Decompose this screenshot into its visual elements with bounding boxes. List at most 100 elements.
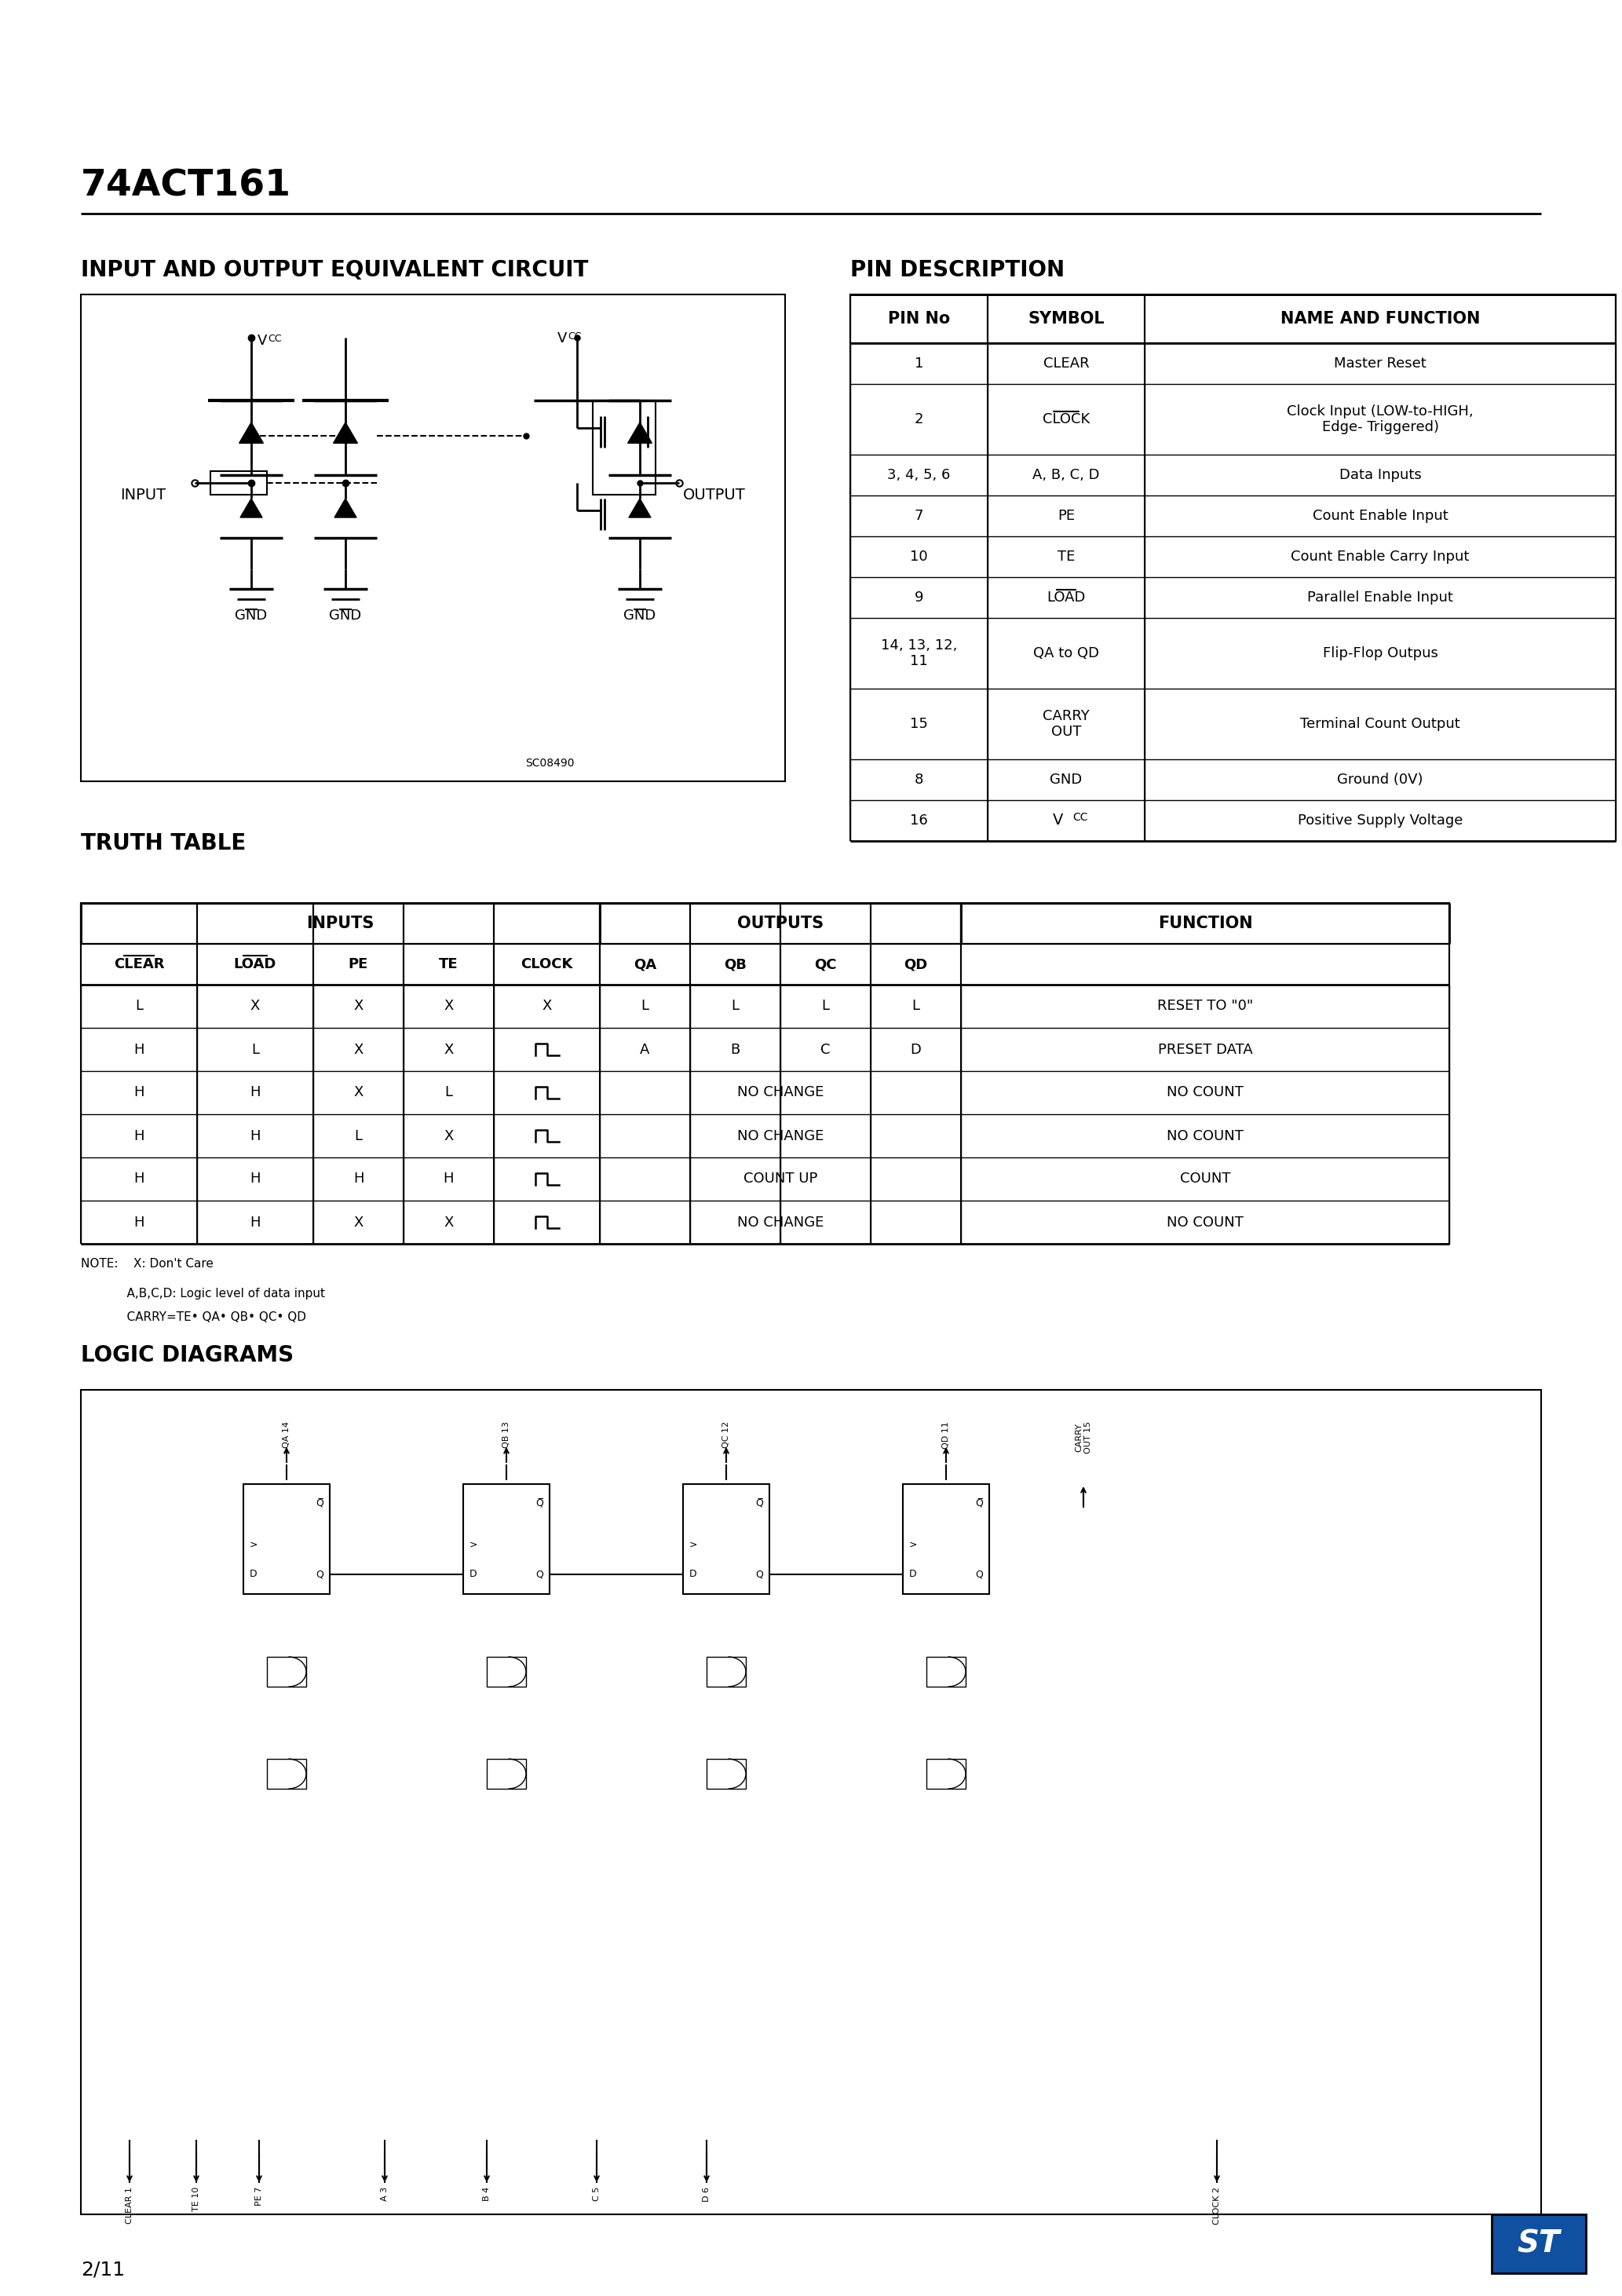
Text: L: L [444, 1086, 453, 1100]
Text: QD: QD [903, 957, 928, 971]
Text: PE 7: PE 7 [255, 2186, 263, 2206]
Text: D: D [689, 1568, 697, 1580]
Text: X: X [354, 999, 363, 1013]
Bar [707, 1759, 746, 1789]
Text: 8: 8 [915, 774, 923, 788]
Text: H: H [250, 1215, 261, 1228]
Text: ST: ST [1518, 2229, 1560, 2259]
Text: Q̅: Q̅ [535, 1499, 543, 1508]
Text: >: > [250, 1538, 258, 1550]
Text: CARRY
OUT: CARRY OUT [1043, 709, 1090, 739]
Text: QB 13: QB 13 [503, 1421, 511, 1449]
Text: SC08490: SC08490 [526, 758, 574, 769]
Text: Data Inputs: Data Inputs [1340, 468, 1421, 482]
Text: Parallel Enable Input: Parallel Enable Input [1307, 590, 1453, 604]
Text: INPUTS: INPUTS [307, 916, 375, 932]
Text: H: H [250, 1130, 261, 1143]
Text: 16: 16 [910, 813, 928, 827]
Text: H: H [133, 1171, 144, 1187]
Text: CARRY=TE• QA• QB• QC• QD: CARRY=TE• QA• QB• QC• QD [81, 1311, 307, 1322]
Text: PE: PE [1058, 510, 1075, 523]
Text: Q: Q [756, 1568, 762, 1580]
Text: V: V [1053, 813, 1064, 829]
Text: >: > [469, 1538, 478, 1550]
Text: Q: Q [535, 1568, 543, 1580]
Bar [268, 1658, 307, 1688]
Text: Q̅: Q̅ [756, 1499, 762, 1508]
Text: X: X [444, 1042, 454, 1056]
Text: 15: 15 [910, 716, 928, 730]
Text: C 5: C 5 [592, 2186, 600, 2202]
Text: QB: QB [723, 957, 746, 971]
Text: CLEAR: CLEAR [114, 957, 164, 971]
Text: L: L [135, 999, 143, 1013]
Text: NOTE:    X: Don't Care: NOTE: X: Don't Care [81, 1258, 214, 1270]
Bar [592, 400, 655, 494]
Text: L: L [355, 1130, 362, 1143]
Text: NO COUNT: NO COUNT [1166, 1130, 1244, 1143]
Text: QA to QD: QA to QD [1033, 645, 1100, 661]
Text: D: D [910, 1042, 921, 1056]
Text: QC: QC [814, 957, 837, 971]
FancyBboxPatch shape [1492, 2213, 1586, 2273]
Text: L: L [732, 999, 740, 1013]
Text: H: H [133, 1215, 144, 1228]
Text: 2: 2 [915, 413, 923, 427]
Text: L: L [912, 999, 920, 1013]
Text: CLOCK 2: CLOCK 2 [1213, 2186, 1221, 2225]
Bar [850, 294, 1616, 342]
Text: CC: CC [568, 331, 581, 342]
Text: LOGIC DIAGRAMS: LOGIC DIAGRAMS [81, 1343, 294, 1366]
Text: C: C [821, 1042, 830, 1056]
Text: PIN DESCRIPTION: PIN DESCRIPTION [850, 259, 1064, 280]
Text: RESET TO "0": RESET TO "0" [1156, 999, 1254, 1013]
Text: 9: 9 [915, 590, 923, 604]
Text: NO COUNT: NO COUNT [1166, 1086, 1244, 1100]
Text: A 3: A 3 [381, 2186, 389, 2202]
Text: H: H [133, 1086, 144, 1100]
Text: PE: PE [349, 957, 368, 971]
Text: H: H [250, 1086, 261, 1100]
Text: LOAD: LOAD [234, 957, 276, 971]
Text: L: L [251, 1042, 260, 1056]
Text: GND: GND [1049, 774, 1082, 788]
Text: NAME AND FUNCTION: NAME AND FUNCTION [1280, 310, 1479, 326]
Polygon shape [334, 498, 357, 517]
Text: SYMBOL: SYMBOL [1028, 310, 1105, 326]
Text: FUNCTION: FUNCTION [1158, 916, 1252, 932]
Text: NO CHANGE: NO CHANGE [736, 1215, 824, 1228]
Text: PRESET DATA: PRESET DATA [1158, 1042, 1252, 1056]
Text: LOAD: LOAD [1046, 590, 1085, 604]
Bar [268, 1759, 307, 1789]
Text: TE 10: TE 10 [193, 2186, 200, 2211]
Text: 3, 4, 5, 6: 3, 4, 5, 6 [887, 468, 950, 482]
Bar [903, 1483, 989, 1593]
Text: X: X [354, 1215, 363, 1228]
Text: CLEAR: CLEAR [1043, 356, 1088, 370]
Text: QD 11: QD 11 [942, 1421, 950, 1449]
Text: L: L [641, 999, 649, 1013]
Bar [600, 902, 960, 944]
Text: >: > [910, 1538, 918, 1550]
Text: Flip-Flop Outpus: Flip-Flop Outpus [1322, 645, 1437, 661]
Text: TE: TE [1058, 549, 1075, 565]
Text: X: X [444, 999, 454, 1013]
Polygon shape [628, 422, 652, 443]
Bar [243, 1483, 329, 1593]
Text: L: L [822, 999, 829, 1013]
Text: 2/11: 2/11 [81, 2259, 125, 2278]
Text: D 6: D 6 [702, 2186, 710, 2202]
Bar [81, 1389, 1541, 2213]
Text: H: H [133, 1130, 144, 1143]
Text: GND: GND [329, 608, 362, 622]
Text: QA 14: QA 14 [282, 1421, 290, 1449]
Text: Q: Q [975, 1568, 983, 1580]
Text: B: B [730, 1042, 740, 1056]
Text: Count Enable Carry Input: Count Enable Carry Input [1291, 549, 1470, 565]
Text: Positive Supply Voltage: Positive Supply Voltage [1298, 813, 1463, 827]
Polygon shape [629, 498, 650, 517]
Bar [926, 1658, 965, 1688]
Text: A: A [641, 1042, 650, 1056]
Text: H: H [250, 1171, 261, 1187]
Bar [464, 1483, 550, 1593]
